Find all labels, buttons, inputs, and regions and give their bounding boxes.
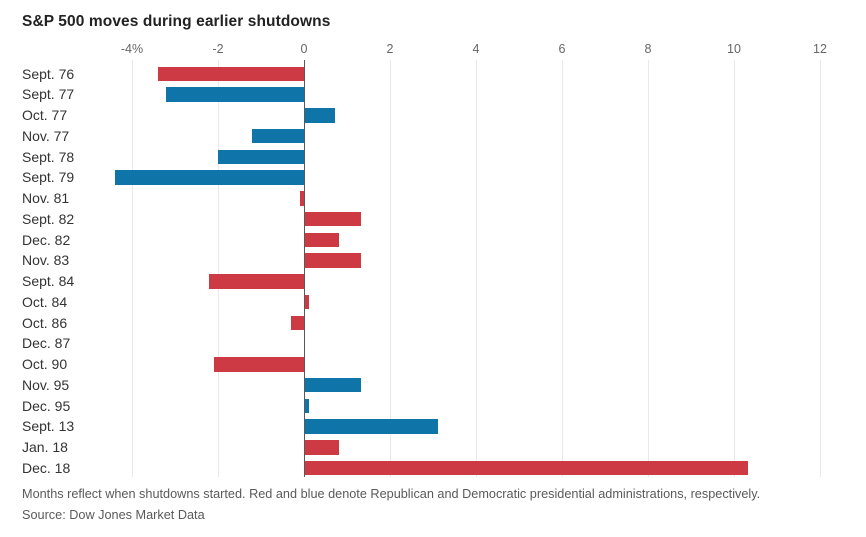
gridline: [648, 60, 649, 477]
bar-nov-77: [252, 128, 304, 144]
x-tick-label: 6: [558, 42, 566, 56]
category-label-dec-87: Dec. 87: [22, 335, 71, 352]
gridline: [820, 60, 821, 477]
bar-sept-76: [157, 66, 304, 82]
bar-jan-18: [305, 440, 340, 455]
gridline: [390, 60, 391, 477]
bar-sept-13: [305, 419, 439, 434]
category-label-jan-18: Jan. 18: [22, 439, 68, 455]
bar-dec-95: [305, 398, 310, 414]
x-tick-label: 2: [386, 42, 394, 56]
category-label-sept-78: Sept. 78: [22, 148, 75, 165]
category-label-sept-84: Sept. 84: [22, 273, 75, 289]
gridline: [218, 60, 219, 477]
bar-oct-77: [305, 108, 336, 123]
category-label-nov-81: Nov. 81: [22, 190, 70, 206]
bar-sept-84: [209, 274, 304, 289]
bar-dec-18: [305, 460, 748, 476]
x-tick-label: 4: [472, 42, 480, 56]
bar-sept-78: [218, 149, 304, 165]
zero-axis-line: [304, 60, 305, 477]
category-label-nov-83: Nov. 83: [22, 252, 70, 269]
bar-oct-90: [213, 357, 304, 372]
category-label-dec-82: Dec. 82: [22, 231, 71, 248]
category-label-oct-90: Oct. 90: [22, 356, 68, 372]
gridline: [734, 60, 735, 477]
x-tick-label: 12: [813, 42, 827, 56]
category-label-nov-77: Nov. 77: [22, 127, 70, 144]
bar-dec-82: [305, 232, 340, 248]
footnote: Months reflect when shutdowns started. R…: [22, 487, 761, 501]
category-label-oct-77: Oct. 77: [22, 107, 68, 123]
category-label-sept-82: Sept. 82: [22, 210, 75, 227]
bar-sept-82: [305, 211, 361, 227]
x-tick-label: 10: [727, 42, 741, 56]
bar-nov-95: [305, 377, 361, 393]
gridline: [476, 60, 477, 477]
category-label-sept-77: Sept. 77: [22, 86, 75, 103]
category-label-dec-18: Dec. 18: [22, 459, 71, 476]
category-label-sept-79: Sept. 79: [22, 169, 75, 186]
chart-title: S&P 500 moves during earlier shutdowns: [22, 13, 331, 30]
bar-nov-81: [299, 191, 304, 206]
bar-oct-84: [305, 294, 310, 310]
category-label-dec-95: Dec. 95: [22, 397, 71, 414]
x-tick-label: -4%: [120, 42, 144, 56]
bar-oct-86: [291, 315, 304, 331]
x-tick-label: -2: [212, 42, 224, 56]
bar-sept-79: [114, 170, 304, 185]
bar-sept-77: [166, 87, 304, 102]
category-label-oct-84: Oct. 84: [22, 293, 68, 310]
x-tick-label: 8: [644, 42, 652, 56]
category-label-sept-76: Sept. 76: [22, 65, 75, 82]
category-label-nov-95: Nov. 95: [22, 376, 70, 393]
source-credit: Source: Dow Jones Market Data: [22, 508, 205, 522]
category-label-sept-13: Sept. 13: [22, 418, 75, 435]
bar-nov-83: [305, 253, 361, 268]
gridline: [562, 60, 563, 477]
gridline: [132, 60, 133, 477]
category-label-oct-86: Oct. 86: [22, 314, 68, 331]
x-tick-label: 0: [300, 42, 308, 56]
